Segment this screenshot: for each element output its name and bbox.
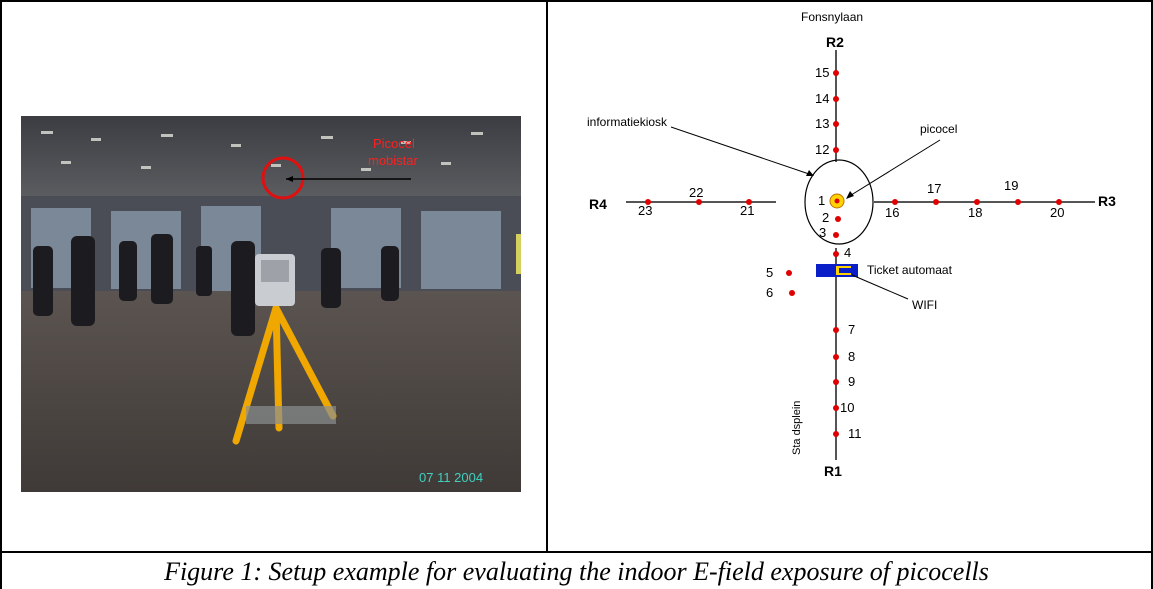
point-label-1: 1 (818, 193, 825, 208)
point-label-13: 13 (815, 116, 829, 131)
point-label-16: 16 (885, 205, 899, 220)
measurement-points (645, 70, 1062, 437)
measurement-photo: Picocel mobistar 07 11 2004 (21, 116, 521, 492)
measurement-diagram: 1 2 3 4 5 6 7 8 9 10 11 12 13 14 15 16 1… (587, 10, 1116, 479)
point-label-3: 3 (819, 225, 826, 240)
point-label-9: 9 (848, 374, 855, 389)
table-border-left (0, 0, 2, 589)
table-border-top (0, 0, 1153, 2)
ticket-machine-label: Ticket automaat (867, 263, 953, 277)
point-label-23: 23 (638, 203, 652, 218)
route-label-r2: R2 (826, 34, 844, 50)
station-square-vertical-label: Sta dsplein (791, 401, 803, 455)
kiosk-label: informatiekiosk (587, 115, 668, 129)
picocel-label: picocel (920, 122, 957, 136)
table-border-middle (546, 0, 548, 552)
table-border-row (0, 551, 1153, 553)
route-label-r1: R1 (824, 463, 842, 479)
point-label-10: 10 (840, 400, 854, 415)
point-label-22: 22 (689, 185, 703, 200)
point-label-6: 6 (766, 285, 773, 300)
point-label-19: 19 (1004, 178, 1018, 193)
photo-illustration: Picocel mobistar 07 11 2004 (21, 116, 521, 492)
point-label-5: 5 (766, 265, 773, 280)
point-label-18: 18 (968, 205, 982, 220)
photo-date-stamp: 07 11 2004 (419, 470, 483, 485)
point-label-20: 20 (1050, 205, 1064, 220)
street-name-label: Fonsnylaan (801, 10, 863, 24)
point-label-17: 17 (927, 181, 941, 196)
point-label-14: 14 (815, 91, 829, 106)
table-border-right (1151, 0, 1153, 589)
figure-caption: Figure 1: Setup example for evaluating t… (164, 557, 989, 586)
kiosk-ellipse (804, 159, 874, 245)
point-label-8: 8 (848, 349, 855, 364)
point-label-7: 7 (848, 322, 855, 337)
picocel-circle-marker (261, 156, 305, 200)
point-label-2: 2 (822, 210, 829, 225)
point-label-4: 4 (844, 245, 851, 260)
photo-annotation-picocel: Picocel (373, 136, 415, 151)
route-label-r3: R3 (1098, 193, 1116, 209)
point-label-12: 12 (815, 142, 829, 157)
photo-annotation-mobistar: mobistar (368, 153, 419, 168)
point-label-15: 15 (815, 65, 829, 80)
route-label-r4: R4 (589, 196, 607, 212)
point-label-11: 11 (848, 426, 862, 441)
route-lines (626, 50, 1095, 460)
point-label-21: 21 (740, 203, 754, 218)
wifi-label: WIFI (912, 298, 937, 312)
